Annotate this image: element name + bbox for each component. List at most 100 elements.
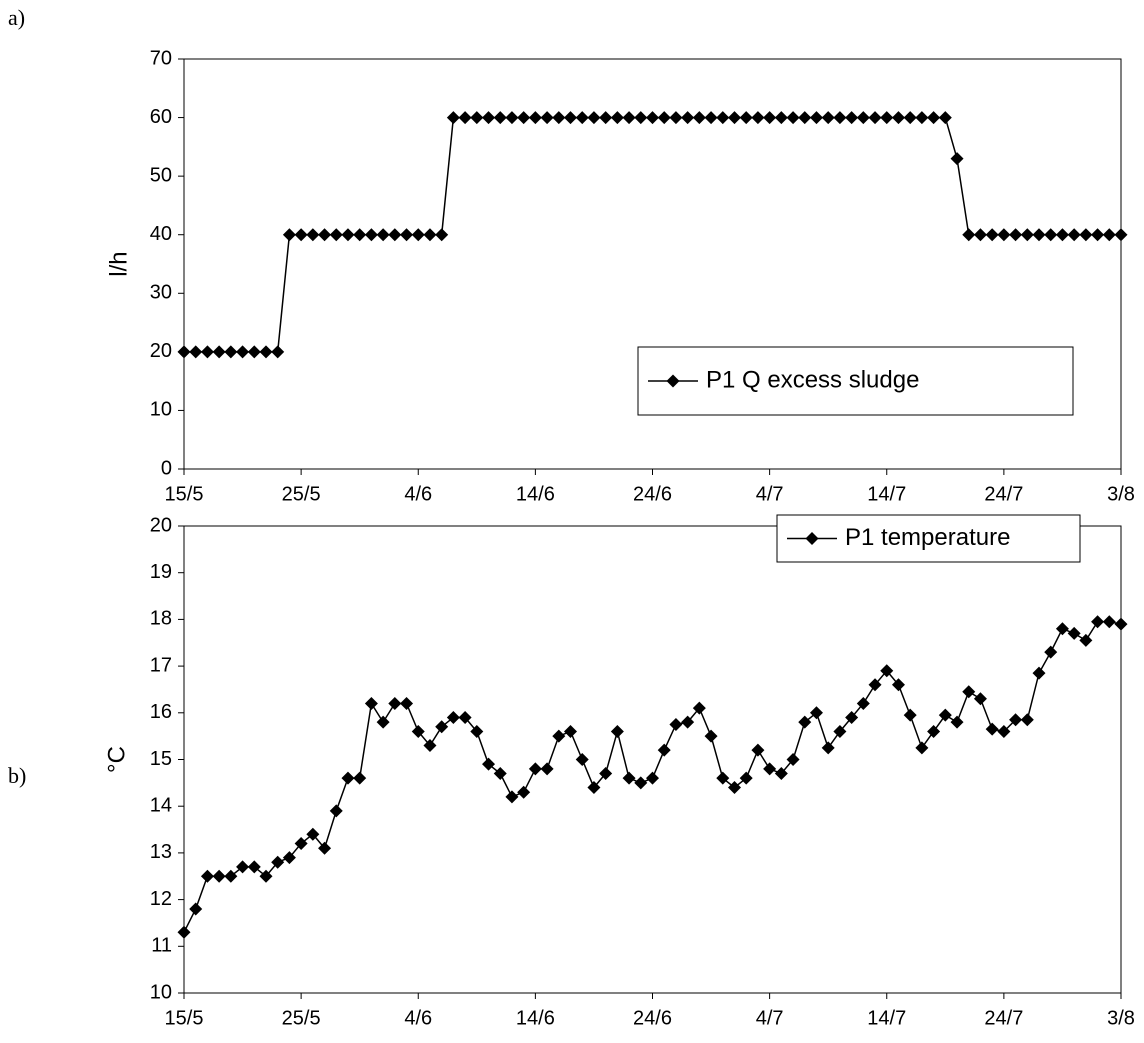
legend-label: P1 temperature <box>845 524 1010 551</box>
data-point <box>915 741 929 755</box>
data-point <box>856 696 870 710</box>
data-point <box>282 228 296 242</box>
y-tick-label: 60 <box>150 106 172 128</box>
data-point <box>739 771 753 785</box>
data-point <box>903 708 917 722</box>
data-point <box>353 228 367 242</box>
y-tick-label: 17 <box>150 654 172 676</box>
data-point <box>716 771 730 785</box>
y-tick-label: 20 <box>150 340 172 362</box>
data-point <box>997 228 1011 242</box>
y-tick-label: 13 <box>150 841 172 863</box>
data-point <box>751 743 765 757</box>
data-point <box>1079 633 1093 647</box>
data-point <box>1055 622 1069 636</box>
y-axis-label: l/h <box>105 251 132 276</box>
data-point <box>212 869 226 883</box>
data-point <box>329 804 343 818</box>
data-point <box>189 902 203 916</box>
data-point <box>341 771 355 785</box>
data-point <box>306 827 320 841</box>
data-point <box>704 729 718 743</box>
data-point <box>271 855 285 869</box>
data-point <box>271 345 285 359</box>
data-point <box>364 228 378 242</box>
x-tick-label: 24/6 <box>633 483 672 505</box>
x-tick-label: 15/5 <box>165 483 204 505</box>
y-tick-label: 0 <box>161 457 172 479</box>
data-point <box>786 753 800 766</box>
data-point <box>470 111 484 125</box>
data-point <box>985 722 999 736</box>
data-point <box>493 111 507 125</box>
data-point <box>552 729 566 743</box>
data-point <box>1020 713 1034 727</box>
data-point <box>540 111 554 125</box>
x-tick-label: 14/6 <box>516 483 555 505</box>
data-point <box>646 111 659 125</box>
data-point <box>950 152 964 166</box>
data-point <box>833 111 847 125</box>
data-point <box>845 111 859 125</box>
data-point <box>891 111 905 125</box>
x-tick-label: 4/7 <box>756 483 784 505</box>
y-tick-label: 50 <box>150 164 172 186</box>
data-point <box>727 111 741 125</box>
data-point <box>880 664 894 678</box>
data-point <box>774 767 788 781</box>
data-point <box>833 724 847 738</box>
data-point <box>1079 228 1093 242</box>
data-point <box>1067 228 1081 242</box>
data-point <box>587 111 601 125</box>
data-point <box>716 111 730 125</box>
data-point <box>1020 228 1034 242</box>
panel-label: a) <box>8 5 25 30</box>
data-point <box>388 228 402 242</box>
data-point <box>727 781 741 795</box>
data-point <box>692 111 706 125</box>
data-point <box>973 692 987 706</box>
data-point <box>622 111 636 125</box>
data-point <box>868 678 882 692</box>
data-point <box>282 851 296 865</box>
data-point <box>528 111 542 125</box>
data-point <box>1055 228 1069 242</box>
data-point <box>564 111 578 125</box>
data-point <box>259 869 273 883</box>
data-point <box>517 111 531 125</box>
data-point <box>318 841 332 855</box>
x-tick-label: 3/8 <box>1107 1007 1135 1029</box>
data-point <box>1032 228 1046 242</box>
data-point <box>177 925 191 939</box>
data-point <box>845 710 859 724</box>
y-axis-label: °C <box>103 746 130 773</box>
data-point <box>774 111 788 125</box>
data-point <box>1114 228 1128 242</box>
data-point <box>763 111 777 125</box>
x-tick-label: 25/5 <box>282 483 321 505</box>
data-point <box>880 111 894 125</box>
data-point <box>388 696 402 710</box>
data-point <box>599 111 613 125</box>
data-point <box>681 715 695 729</box>
data-point <box>575 753 589 766</box>
data-point <box>423 738 437 752</box>
x-tick-label: 4/7 <box>756 1007 784 1029</box>
data-point <box>564 724 578 738</box>
x-tick-label: 24/6 <box>633 1007 672 1029</box>
data-point <box>189 345 203 359</box>
plot-frame <box>183 525 1122 994</box>
data-point <box>306 228 320 242</box>
data-point <box>400 228 414 242</box>
data-point <box>739 111 753 125</box>
y-tick-label: 70 <box>150 47 172 69</box>
data-point <box>938 111 952 125</box>
data-point <box>985 228 999 242</box>
data-point <box>891 678 905 692</box>
data-point <box>505 790 519 804</box>
data-point <box>1091 228 1105 242</box>
data-point <box>200 869 214 883</box>
x-tick-label: 3/8 <box>1107 483 1135 505</box>
x-tick-label: 25/5 <box>282 1007 321 1029</box>
y-tick-label: 10 <box>150 981 172 1003</box>
